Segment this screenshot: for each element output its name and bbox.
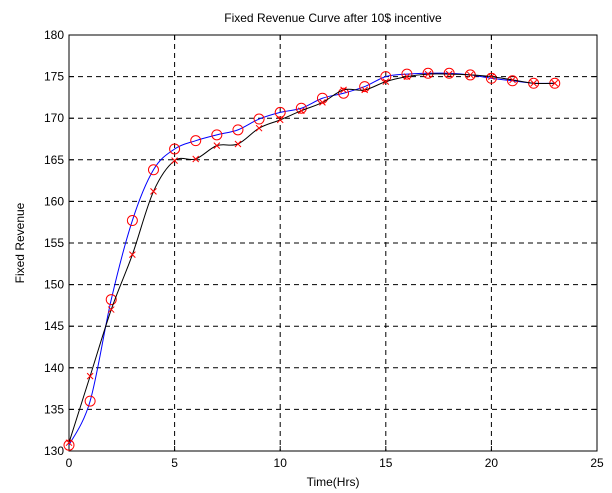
series-1-point	[316, 92, 328, 104]
y-tick-label: 170	[44, 111, 64, 125]
series-2-point	[424, 70, 432, 78]
series-group	[63, 67, 561, 451]
series-2-point	[382, 78, 390, 85]
x-tick-label: 15	[379, 456, 393, 470]
series-2-point	[107, 306, 115, 313]
y-tick-label: 130	[44, 444, 64, 458]
series-2-point	[488, 73, 495, 80]
series-2-point	[319, 99, 326, 106]
y-tick-label: 160	[44, 194, 64, 208]
series-2-point	[466, 71, 474, 79]
series-1-point	[274, 106, 286, 118]
series-1-point	[401, 68, 413, 80]
series-1-point	[359, 81, 371, 93]
series-1-point	[63, 439, 75, 451]
series-1-point	[126, 215, 138, 227]
series-1-point	[147, 164, 159, 176]
series-1-point	[169, 143, 181, 155]
series-2-point	[150, 188, 157, 195]
series-2-point	[361, 86, 369, 94]
series-2-point	[445, 70, 453, 78]
series-2-point	[234, 140, 242, 148]
series-1-line	[68, 72, 555, 446]
series-2-line	[68, 73, 555, 443]
y-tick-label: 180	[44, 28, 64, 42]
series-2-point	[86, 372, 94, 380]
y-tick-label: 165	[44, 153, 64, 167]
series-2-point	[255, 124, 263, 132]
grid-lines	[69, 35, 597, 451]
x-axis-label: Time(Hrs)	[307, 475, 360, 489]
series-2-point	[276, 116, 284, 124]
y-tick-label: 145	[44, 319, 64, 333]
x-tick-label: 25	[590, 456, 604, 470]
series-2-point	[129, 251, 136, 259]
y-axis-label: Fixed Revenue	[13, 202, 27, 283]
x-tick-label: 5	[171, 456, 178, 470]
series-2-point	[65, 439, 73, 447]
series-2	[65, 70, 559, 447]
series-1-point	[443, 67, 455, 79]
series-1-point	[190, 135, 202, 147]
series-1-point	[253, 113, 265, 125]
series-1-point	[485, 72, 497, 84]
series-2-point	[509, 76, 516, 84]
series-2-point	[213, 142, 221, 150]
x-tick-label: 0	[66, 456, 73, 470]
y-tick-label: 135	[44, 402, 64, 416]
series-1-point	[211, 129, 223, 141]
series-1-point	[295, 102, 307, 114]
series-2-point	[340, 86, 347, 94]
series-1	[63, 67, 561, 451]
series-2-point	[551, 79, 559, 87]
series-1-point	[84, 395, 96, 407]
series-2-point	[192, 155, 200, 163]
y-tick-label: 175	[44, 70, 64, 84]
x-tick-label: 10	[274, 456, 288, 470]
series-1-point	[232, 124, 244, 136]
y-tick-label: 140	[44, 361, 64, 375]
y-tick-label: 155	[44, 236, 64, 250]
series-1-point	[105, 294, 117, 306]
x-tick-label: 20	[485, 456, 499, 470]
series-1-point	[422, 67, 434, 79]
axis-ticks: 0 5 10 15 20 25 130 135 140 145 150 155 160 165 170 175…	[44, 28, 604, 470]
y-tick-label: 150	[44, 278, 64, 292]
series-2-point	[297, 107, 305, 115]
series-2-point	[171, 157, 178, 164]
series-2-point	[403, 73, 411, 80]
series-2-point	[530, 79, 537, 87]
series-1-point	[338, 87, 350, 99]
chart-title: Fixed Revenue Curve after 10$ incentive	[224, 11, 442, 25]
